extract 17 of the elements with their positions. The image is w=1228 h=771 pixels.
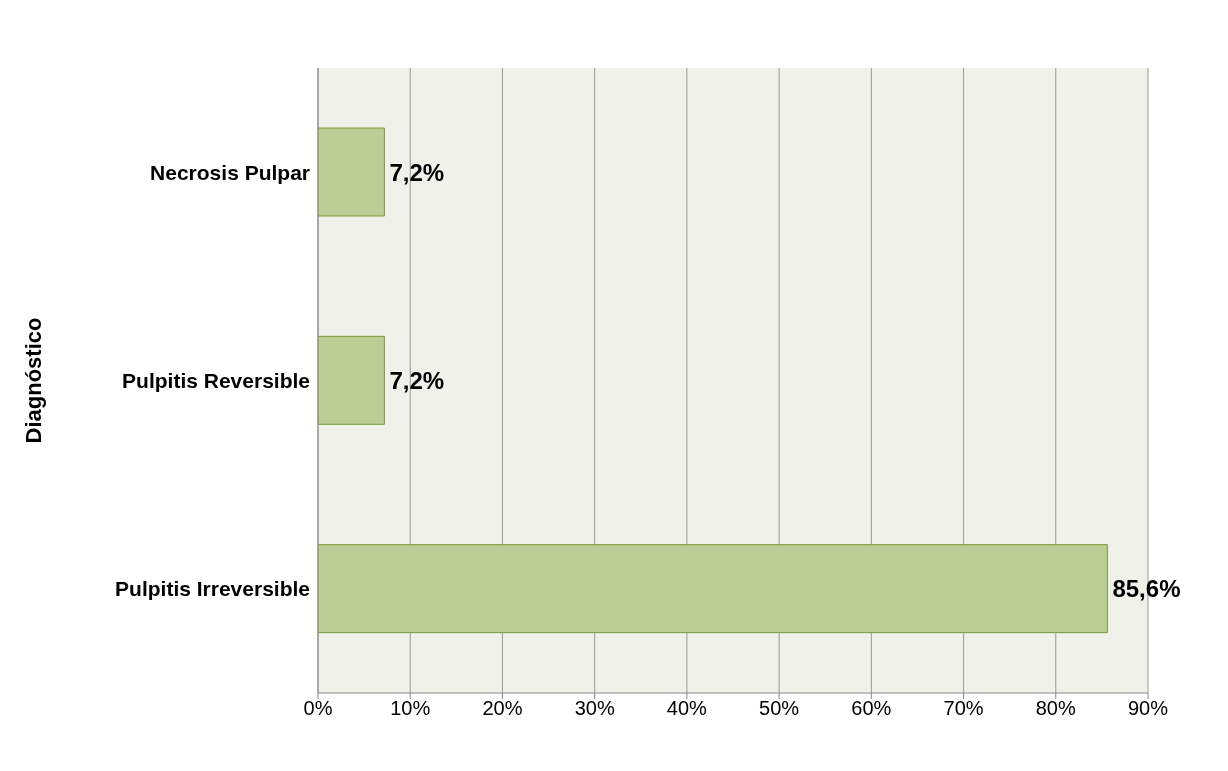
x-tick-label: 40% [666, 697, 708, 720]
y-axis-title: Diagnóstico [20, 317, 46, 444]
x-tick-label: 0% [303, 697, 333, 720]
x-tick-label: 90% [1127, 697, 1169, 720]
x-tick-label: 10% [390, 697, 431, 720]
x-tick-label: 60% [851, 697, 892, 720]
y-tick-label: Necrosis Pulpar [150, 160, 310, 184]
y-tick-label: Pulpitis Reversible [122, 368, 310, 392]
data-label: 7,2% [389, 366, 445, 394]
x-tick-label: 20% [482, 697, 523, 720]
x-tick-label: 50% [759, 697, 800, 720]
x-tick-label: 30% [574, 697, 615, 720]
data-label: 7,2% [389, 158, 445, 186]
y-tick-label: Pulpitis Irreversible [115, 577, 310, 601]
data-label: 85,6% [1112, 575, 1181, 603]
x-tick-label: 70% [943, 697, 984, 720]
x-tick-label: 80% [1035, 697, 1077, 720]
